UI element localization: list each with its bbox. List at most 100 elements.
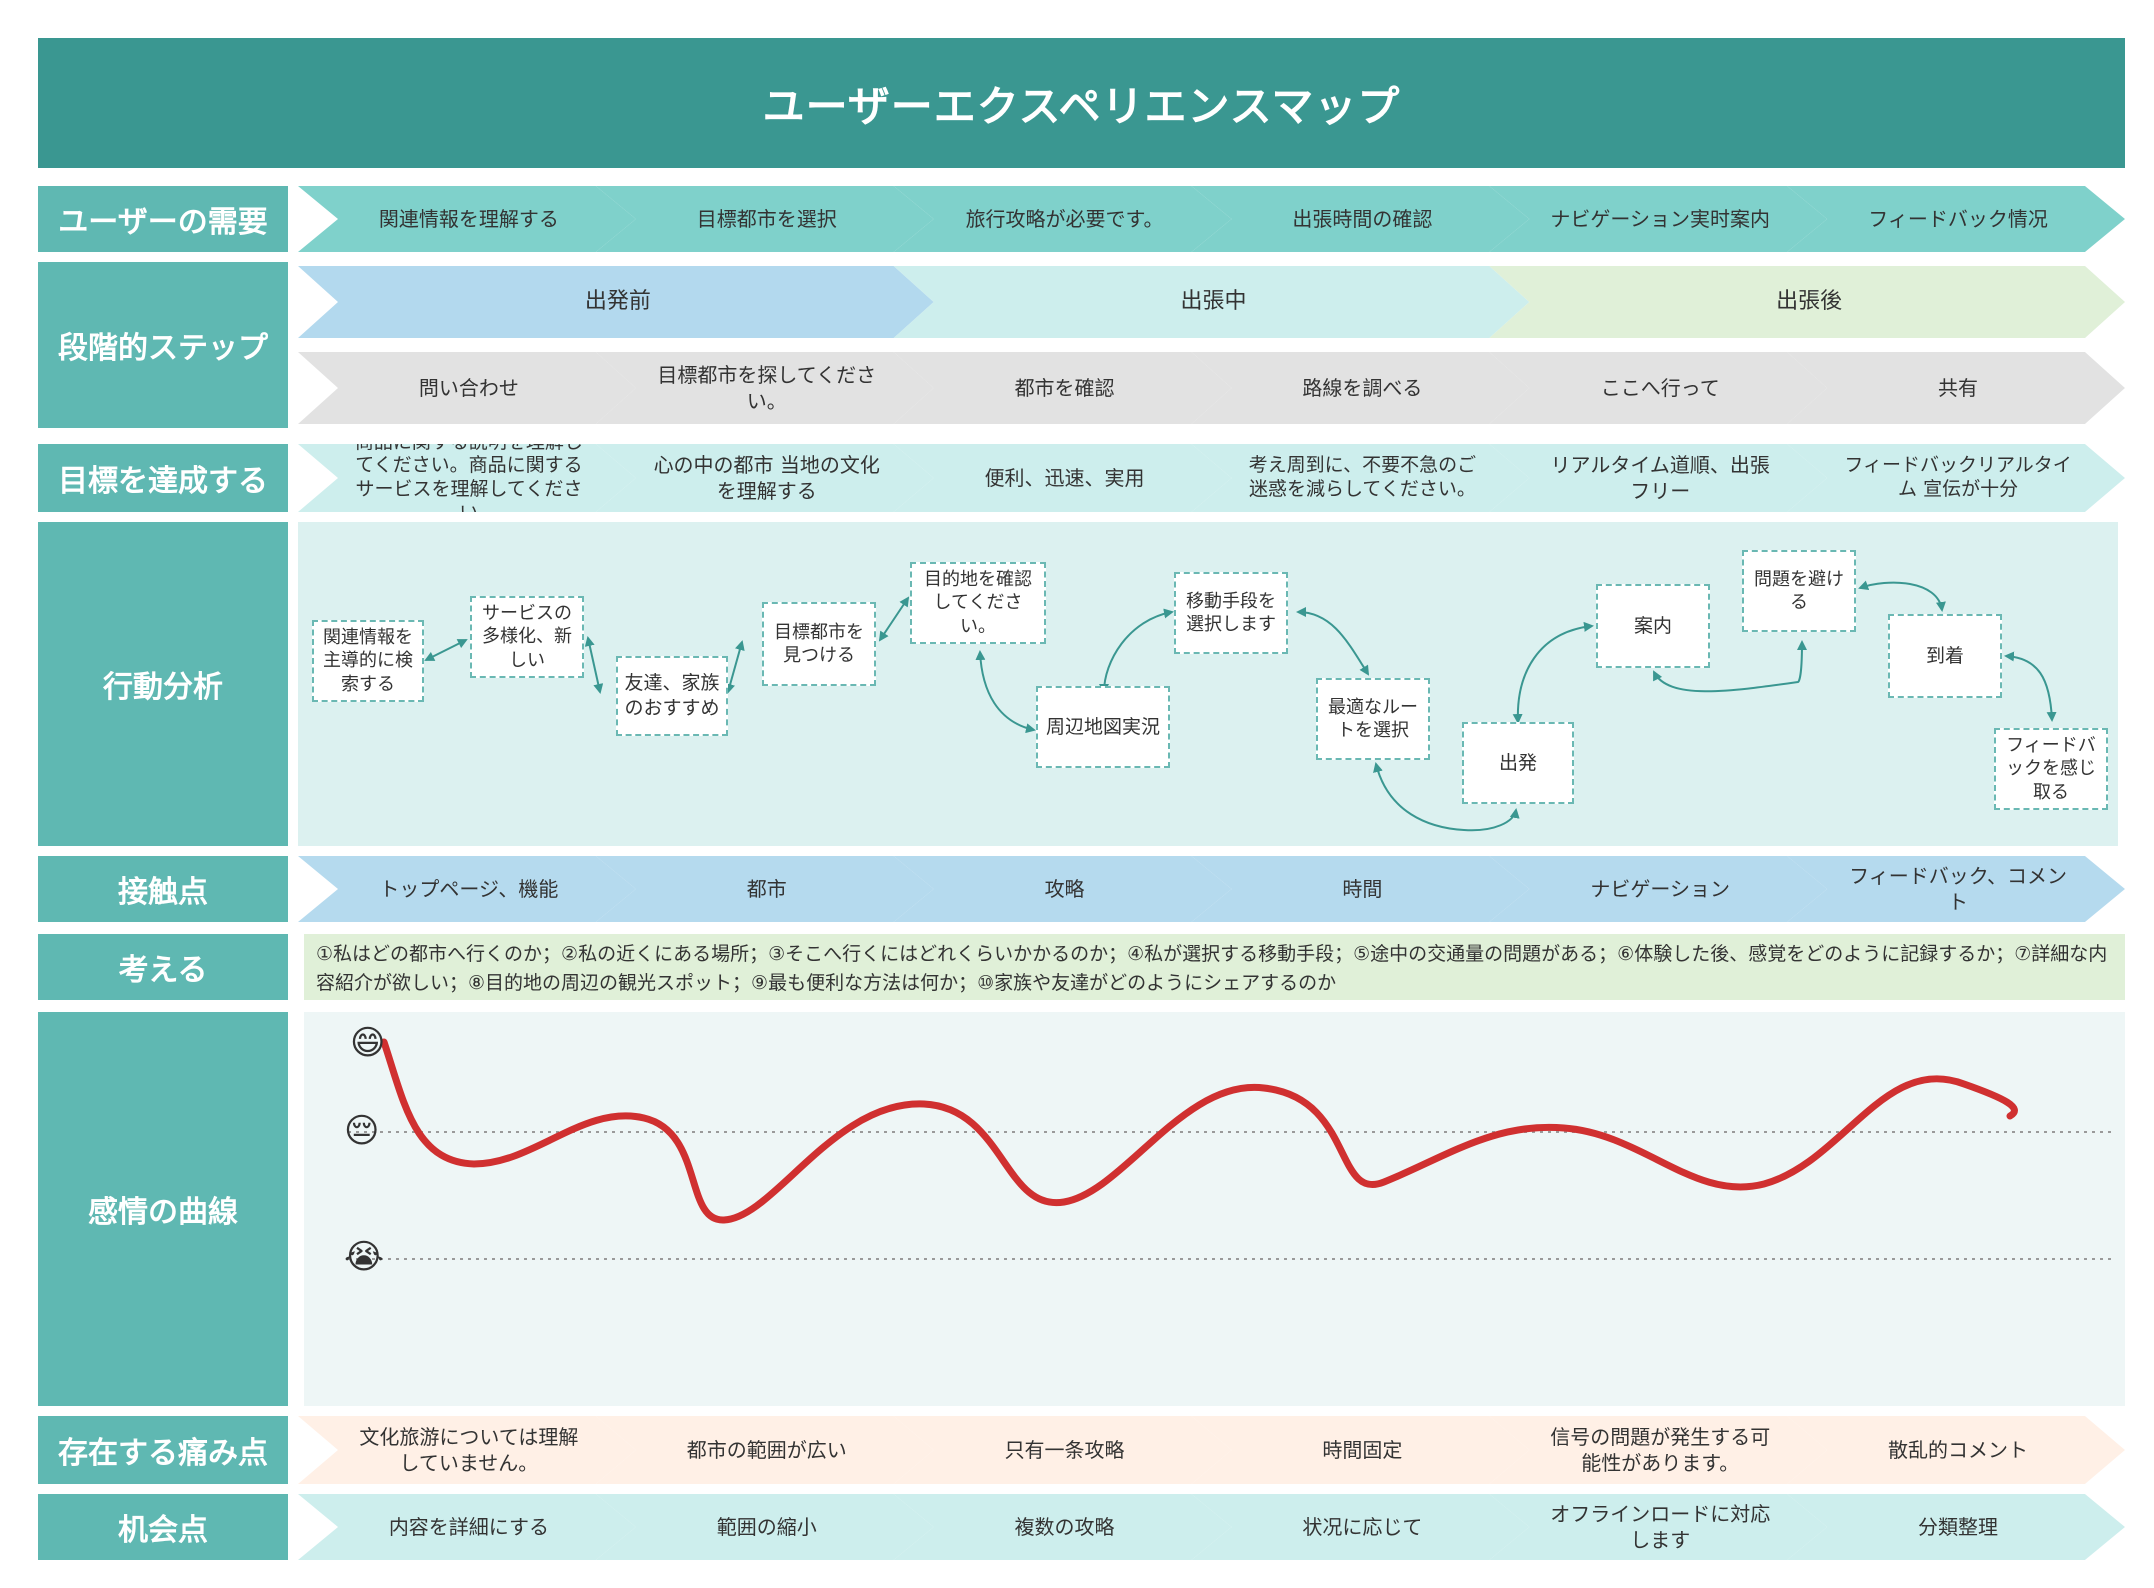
touchpoint-chevron: ナビゲーション <box>1489 856 1827 922</box>
pain-chevron: 只有一条攻略 <box>894 1416 1232 1484</box>
step-chevron: 目標都市を探してください。 <box>596 352 934 424</box>
phase-text: 出張後 <box>1776 288 1843 314</box>
need-chevron: 出張時間の確認 <box>1191 186 1529 252</box>
action-box: 移動手段を選択します <box>1174 572 1288 654</box>
opportunity-chevron: 範囲の縮小 <box>596 1494 934 1560</box>
action-box: フィードバックを感じ取る <box>1994 728 2108 810</box>
label-goals: 目標を達成する <box>38 444 288 512</box>
step-text: 路線を調べる <box>1302 376 1423 400</box>
touchpoint-text: 都市 <box>746 877 787 901</box>
thoughts-panel: ①私はどの都市へ行くのか；②私の近くにある場所；③そこへ行くにはどれくらいかかる… <box>304 934 2125 1000</box>
sad-face-icon: 😔 <box>344 1111 380 1151</box>
opportunity-row: 内容を詳細にする 範囲の縮小 複数の攻略 状况に応じて オフラインロードに対応し… <box>298 1494 2125 1560</box>
goal-chevron: 心の中の都市 当地の文化を理解する <box>596 444 934 512</box>
emotion-panel: 😄 😔 😭 <box>304 1012 2125 1406</box>
pain-chevron: 散乱的コメント <box>1787 1416 2125 1484</box>
pain-text: 文化旅游については理解していません。 <box>359 1425 579 1475</box>
goal-chevron: リアルタイム道順、出張フリー <box>1489 444 1827 512</box>
opportunity-text: 複数の攻略 <box>1014 1515 1115 1539</box>
connector <box>1099 608 1174 694</box>
pain-chevron: 都市の範囲が広い <box>596 1416 934 1484</box>
pain-text: 時間固定 <box>1322 1438 1403 1462</box>
pain-text: 散乱的コメント <box>1888 1438 2029 1462</box>
goal-text: フィードバックリアルタイム 宣伝が十分 <box>1844 454 2072 500</box>
touchpoint-chevron: 都市 <box>596 856 934 922</box>
goal-chevron: 考え周到に、不要不急のご迷惑を減らしてください。 <box>1191 444 1529 512</box>
happy-face-icon: 😄 <box>350 1023 386 1063</box>
action-box: 目標都市を見つける <box>762 602 876 686</box>
needs-row: 関連情報を理解する 目標都市を選択 旅行攻略が必要です。 出張時間の確認 ナビゲ… <box>298 186 2125 252</box>
step-text: 問い合わせ <box>418 376 519 400</box>
pain-text: 信号の問題が発生する可能性があります。 <box>1550 1425 1771 1475</box>
phases-row: 出発前 出張中 出張後 <box>298 266 2125 338</box>
touchpoint-text: 攻略 <box>1044 877 1085 901</box>
crying-face-icon: 😭 <box>344 1237 384 1277</box>
steps-row: 問い合わせ 目標都市を探してください。 都市を確認 路線を調べる ここへ行って … <box>298 352 2125 424</box>
pain-chevron: 時間固定 <box>1191 1416 1529 1484</box>
connector <box>975 650 1036 734</box>
step-chevron: 共有 <box>1787 352 2125 424</box>
step-chevron: 問い合わせ <box>298 352 636 424</box>
thoughts-text: ①私はどの都市へ行くのか；②私の近くにある場所；③そこへ行くにはどれくらいかかる… <box>316 943 2108 994</box>
connector <box>725 640 745 694</box>
goal-text: 便利、迅速、実用 <box>984 466 1145 490</box>
need-chevron: ナビゲーション実时案内 <box>1489 186 1827 252</box>
touchpoint-text: ナビゲーション <box>1590 877 1731 901</box>
label-opportunity: 机会点 <box>38 1494 288 1560</box>
step-chevron: ここへ行って <box>1489 352 1827 424</box>
phase-chevron-before: 出発前 <box>298 266 934 338</box>
step-text: 都市を確認 <box>1014 376 1115 400</box>
page-title: ユーザーエクスペリエンスマップ <box>762 81 1401 131</box>
pain-row: 文化旅游については理解していません。 都市の範囲が広い 只有一条攻略 時間固定 … <box>298 1416 2125 1484</box>
action-box: 案内 <box>1596 584 1710 668</box>
label-needs: ユーザーの需要 <box>38 186 288 252</box>
need-text: 関連情報を理解する <box>378 207 559 231</box>
action-box: サービスの多様化、新しい <box>470 596 584 678</box>
touchpoint-chevron: 攻略 <box>894 856 1232 922</box>
pain-chevron: 文化旅游については理解していません。 <box>298 1416 636 1484</box>
goal-chevron: 便利、迅速、実用 <box>894 444 1232 512</box>
map-header: ユーザーエクスペリエンスマップ <box>38 38 2125 168</box>
opportunity-text: 内容を詳細にする <box>388 1515 550 1539</box>
touchpoint-chevron: トップページ、機能 <box>298 856 636 922</box>
phase-chevron-after: 出張後 <box>1489 266 2125 338</box>
label-thoughts: 考える <box>38 934 288 1000</box>
pain-chevron: 信号の問題が発生する可能性があります。 <box>1489 1416 1827 1484</box>
action-box: 関連情報を主導的に検索する <box>312 620 424 702</box>
touchpoint-text: フィードバック、コメント <box>1849 864 2067 914</box>
goal-chevron: フィードバックリアルタイム 宣伝が十分 <box>1787 444 2125 512</box>
step-chevron: 都市を確認 <box>894 352 1232 424</box>
connector <box>2004 651 2057 722</box>
step-text: ここへ行って <box>1600 376 1720 400</box>
goal-text: 考え周到に、不要不急のご迷惑を減らしてください。 <box>1248 454 1477 500</box>
connector <box>1512 621 1594 724</box>
need-text: ナビゲーション実时案内 <box>1550 207 1771 231</box>
connector <box>1653 640 1807 693</box>
step-chevron: 路線を調べる <box>1191 352 1529 424</box>
opportunity-chevron: 分類整理 <box>1787 1494 2125 1560</box>
action-box: 最適なルートを選択 <box>1316 678 1430 760</box>
need-text: フィードバック情况 <box>1868 207 2048 231</box>
action-box: 友達、家族のおすすめ <box>616 656 728 736</box>
label-pain: 存在する痛み点 <box>38 1416 288 1484</box>
emotion-chart <box>348 1038 2114 1260</box>
opportunity-text: 分類整理 <box>1918 1515 1999 1539</box>
action-connectors <box>424 580 2057 832</box>
touchpoint-text: トップページ、機能 <box>379 877 559 901</box>
label-steps: 段階的ステップ <box>38 262 288 428</box>
label-actions: 行動分析 <box>38 522 288 846</box>
actions-panel: 関連情報を主導的に検索する サービスの多様化、新しい 友達、家族のおすすめ 目標… <box>298 522 2118 846</box>
need-text: 目標都市を選択 <box>696 207 837 231</box>
connector <box>1858 580 1946 612</box>
need-chevron: 旅行攻略が必要です。 <box>894 186 1232 252</box>
step-text: 共有 <box>1938 376 1979 400</box>
connector <box>584 636 604 694</box>
touchpoint-chevron: フィードバック、コメント <box>1787 856 2125 922</box>
goals-row: 商品に関する説明を理解してください。商品に関するサービスを理解してください 心の… <box>298 444 2125 512</box>
need-chevron: フィードバック情况 <box>1787 186 2125 252</box>
goal-text: 心の中の都市 当地の文化を理解する <box>653 453 880 503</box>
action-box: 目的地を確認してください。 <box>910 562 1046 644</box>
touchpoint-text: 時間 <box>1342 877 1383 901</box>
action-box: 到着 <box>1888 614 2002 698</box>
touchpoints-row: トップページ、機能 都市 攻略 時間 ナビゲーション フィードバック、コメント <box>298 856 2125 922</box>
